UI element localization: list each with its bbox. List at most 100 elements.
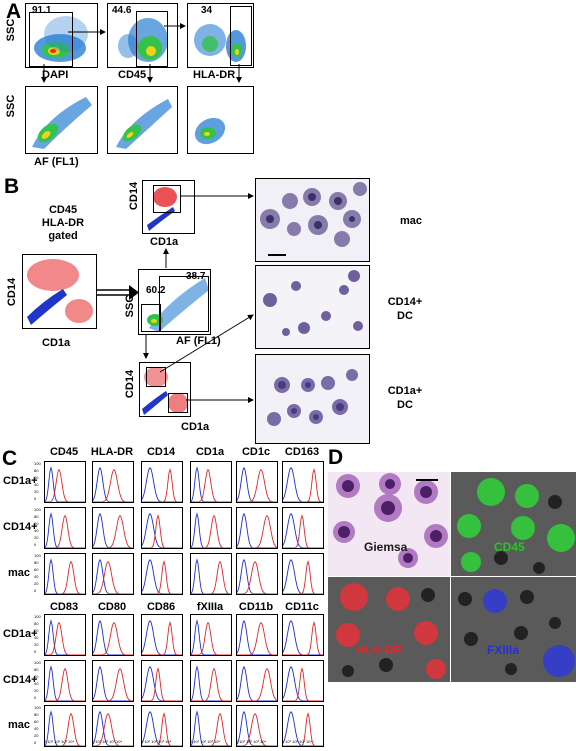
- giemsa-stain-image: [328, 472, 450, 576]
- gate-box: [230, 6, 252, 66]
- histogram-plot: [44, 553, 86, 595]
- histogram-plot: [141, 507, 183, 549]
- marker-curve: [93, 514, 134, 549]
- y-tick-label: 0: [34, 588, 37, 593]
- y-tick-label: 100: [34, 705, 41, 710]
- histogram-plot: [44, 660, 86, 702]
- gate-value: 44.6: [112, 5, 132, 16]
- y-tick-label: 60: [34, 521, 39, 526]
- y-tick-label: 20: [34, 688, 39, 693]
- histogram-row-header: mac: [8, 567, 31, 579]
- marker-curve: [237, 667, 278, 702]
- quadrant-label-hladr: HLA-DR: [356, 643, 402, 657]
- histogram-curves: [190, 665, 231, 702]
- gating-line: HLA-DR: [41, 217, 85, 229]
- isotype-curve: [282, 467, 323, 503]
- y-tick-label: 40: [34, 574, 39, 579]
- marker-curve: [45, 514, 85, 549]
- histogram-plot: [92, 660, 134, 702]
- histogram-plot: [236, 553, 278, 595]
- histogram-curves: [236, 619, 277, 656]
- histogram-column-header: fXIIIa: [196, 601, 224, 613]
- flow-plot-cd45: [107, 3, 178, 68]
- x-axis-label: CD45: [118, 69, 147, 81]
- cell-type-label: CD14+ DC: [382, 295, 428, 323]
- y-tick-label: 100: [34, 660, 41, 665]
- isotype-curve: [44, 558, 85, 595]
- flow-plot-cd14-cd1a: [22, 254, 97, 329]
- histogram-plot: [92, 507, 134, 549]
- isotype-curve: [44, 619, 85, 656]
- histogram-curves: [282, 620, 323, 656]
- marker-curve: [45, 621, 85, 656]
- histogram-curves: [190, 466, 231, 503]
- marker-curve: [237, 468, 277, 503]
- histogram-plot: [236, 507, 278, 549]
- y-tick-label: 80: [34, 560, 39, 565]
- gate-box: [29, 12, 73, 67]
- x-axis-label-af: AF (FL1): [176, 335, 221, 347]
- flow-density-cloud: [194, 24, 246, 62]
- micrograph-cd1a-dc: [255, 354, 370, 444]
- y-tick-label: 20: [34, 581, 39, 586]
- x-axis-label-cd1a: CD1a: [181, 421, 210, 433]
- isotype-curve: [92, 619, 133, 656]
- marker-curve: [191, 468, 231, 503]
- y-tick-label: 60: [34, 719, 39, 724]
- marker-curve: [93, 468, 133, 503]
- histogram-row-header: mac: [8, 719, 31, 731]
- flow-density-cloud: [32, 97, 92, 149]
- histogram-curves: [44, 665, 85, 702]
- marker-curve: [45, 468, 85, 503]
- flow-scatter-red-blue: [142, 367, 188, 415]
- x-tick-labels: 0 10¹ 10² 10³ 10⁴: [92, 739, 123, 744]
- isotype-curve: [141, 467, 182, 503]
- flow-scatter-red-blue: [147, 187, 177, 231]
- histogram-column-header: CD163: [284, 446, 320, 458]
- histogram-plot: [141, 461, 183, 503]
- isotype-curve: [282, 620, 323, 656]
- y-tick-label: 0: [34, 542, 37, 547]
- histogram-curves: [44, 619, 85, 656]
- histogram-plot: [282, 553, 324, 595]
- y-tick-label: 40: [34, 482, 39, 487]
- marker-curve: [191, 560, 232, 595]
- y-tick-label: 20: [34, 642, 39, 647]
- cell-type-label: mac: [391, 215, 431, 227]
- y-tick-label: 80: [34, 667, 39, 672]
- cell-image: [263, 270, 363, 336]
- isotype-curve: [44, 466, 85, 503]
- histogram-column-header: CD14: [146, 446, 176, 458]
- cell-type-line: CD1a+: [387, 385, 423, 397]
- marker-curve: [45, 560, 85, 595]
- panel-c-letter: C: [2, 447, 18, 470]
- histogram-row-header: CD14+: [3, 674, 38, 686]
- x-axis-label: DAPI: [42, 69, 69, 81]
- histogram-plot: [92, 461, 134, 503]
- histogram-plot: [44, 705, 86, 747]
- gating-line: CD45: [48, 204, 78, 216]
- quadrant-label-fxiiia: FXIIIa: [487, 643, 520, 657]
- cell-type-label: CD1a+ DC: [382, 384, 428, 412]
- histogram-plot: [141, 553, 183, 595]
- histogram-row-header: CD1a+: [3, 475, 38, 487]
- histogram-column-header: CD83: [49, 601, 79, 613]
- histogram-column-header: CD80: [97, 601, 127, 613]
- flow-density-cloud: [34, 16, 88, 62]
- histogram-curves: [190, 512, 231, 549]
- gate-value: 38.7: [186, 271, 206, 282]
- histogram-plot: [141, 614, 183, 656]
- double-arrow: [97, 285, 139, 300]
- y-tick-label: 80: [34, 514, 39, 519]
- histogram-plot: [190, 507, 232, 549]
- y-tick-label: 100: [34, 553, 41, 558]
- histogram-column-header: CD45: [49, 446, 79, 458]
- y-tick-label: 0: [34, 496, 37, 501]
- gating-line: gated: [48, 230, 78, 242]
- y-tick-label: 40: [34, 726, 39, 731]
- flow-plot-ssc-af: [138, 269, 211, 335]
- histogram-plot: [190, 614, 232, 656]
- flow-density-cloud: [194, 117, 226, 145]
